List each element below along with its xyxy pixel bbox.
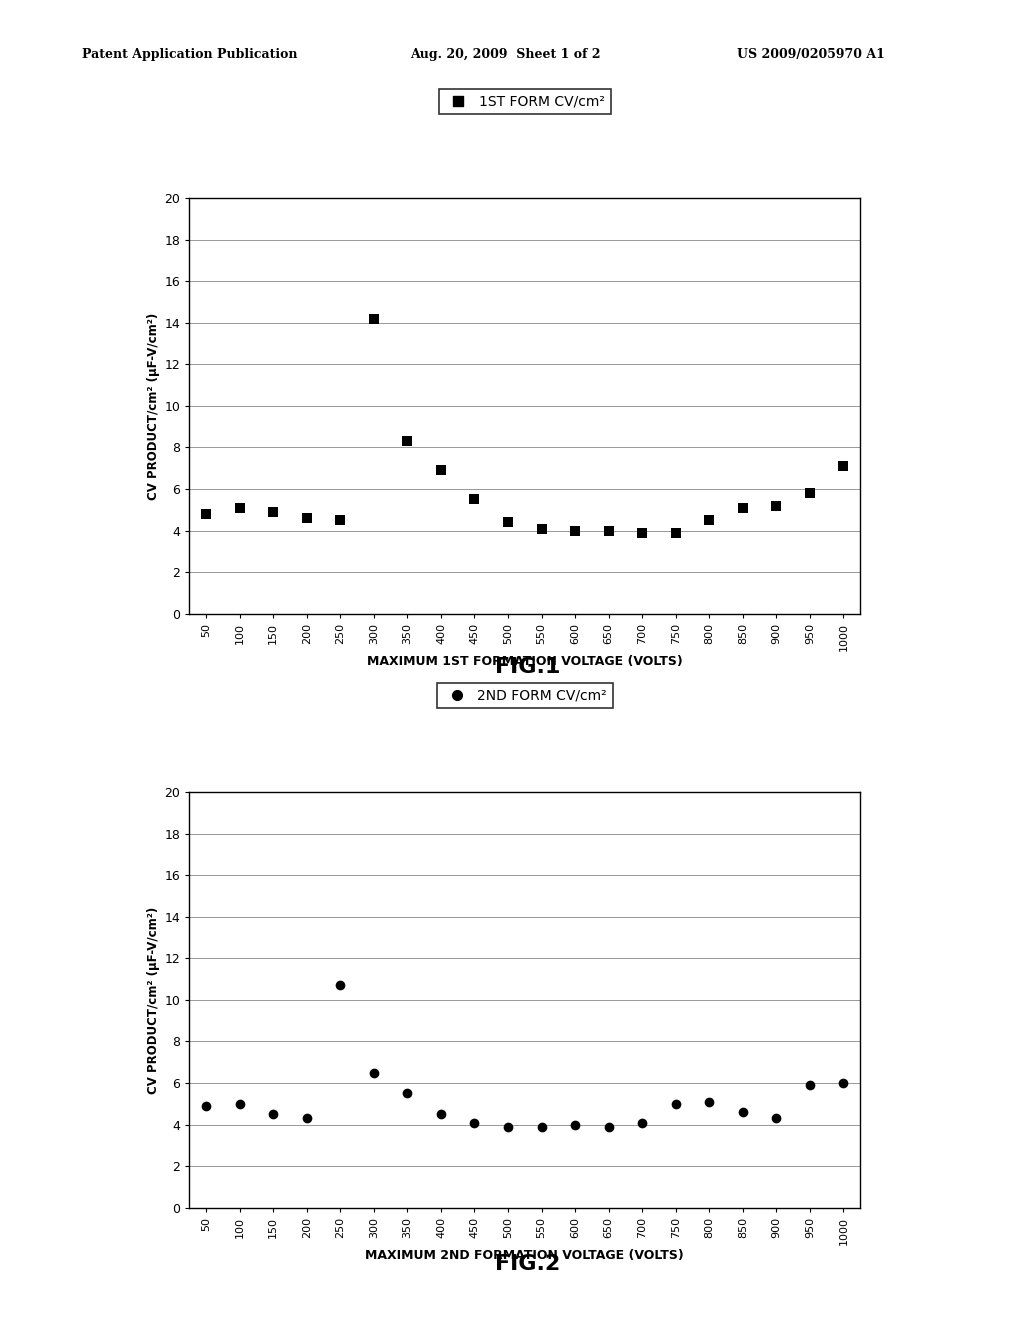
Point	[332, 974, 348, 995]
Point	[836, 455, 852, 477]
X-axis label: MAXIMUM 2ND FORMATION VOLTAGE (VOLTS): MAXIMUM 2ND FORMATION VOLTAGE (VOLTS)	[366, 1249, 684, 1262]
Text: Aug. 20, 2009  Sheet 1 of 2: Aug. 20, 2009 Sheet 1 of 2	[410, 48, 600, 61]
Point	[668, 1093, 684, 1114]
Point	[634, 1111, 650, 1133]
Point	[500, 512, 516, 533]
Point	[600, 520, 616, 541]
Point	[567, 1114, 584, 1135]
Point	[500, 1117, 516, 1138]
Point	[802, 483, 818, 504]
Y-axis label: CV PRODUCT/cm² (μF-V/cm²): CV PRODUCT/cm² (μF-V/cm²)	[147, 907, 161, 1093]
Point	[768, 495, 784, 516]
Point	[433, 459, 450, 480]
Point	[198, 503, 214, 524]
Point	[366, 308, 382, 329]
Point	[231, 1093, 248, 1114]
Point	[265, 502, 282, 523]
Point	[399, 1082, 416, 1104]
X-axis label: MAXIMUM 1ST FORMATION VOLTAGE (VOLTS): MAXIMUM 1ST FORMATION VOLTAGE (VOLTS)	[367, 655, 683, 668]
Point	[567, 520, 584, 541]
Point	[265, 1104, 282, 1125]
Text: Patent Application Publication: Patent Application Publication	[82, 48, 297, 61]
Point	[734, 1102, 751, 1123]
Point	[701, 1092, 718, 1113]
Point	[231, 498, 248, 519]
Point	[836, 1072, 852, 1093]
Point	[701, 510, 718, 531]
Text: US 2009/0205970 A1: US 2009/0205970 A1	[737, 48, 885, 61]
Point	[366, 1063, 382, 1084]
Point	[433, 1104, 450, 1125]
Legend: 2ND FORM CV/cm²: 2ND FORM CV/cm²	[437, 682, 612, 708]
Point	[768, 1107, 784, 1129]
Point	[332, 510, 348, 531]
Point	[668, 523, 684, 544]
Text: FIG.2: FIG.2	[495, 1254, 560, 1274]
Point	[534, 1117, 550, 1138]
Point	[634, 523, 650, 544]
Point	[466, 488, 482, 510]
Point	[466, 1111, 482, 1133]
Point	[734, 498, 751, 519]
Legend: 1ST FORM CV/cm²: 1ST FORM CV/cm²	[439, 88, 610, 114]
Point	[399, 430, 416, 451]
Point	[534, 517, 550, 539]
Point	[600, 1117, 616, 1138]
Y-axis label: CV PRODUCT/cm² (μF-V/cm²): CV PRODUCT/cm² (μF-V/cm²)	[147, 313, 161, 499]
Point	[299, 508, 315, 529]
Point	[299, 1107, 315, 1129]
Text: FIG.1: FIG.1	[495, 657, 560, 677]
Point	[198, 1096, 214, 1117]
Point	[802, 1074, 818, 1096]
